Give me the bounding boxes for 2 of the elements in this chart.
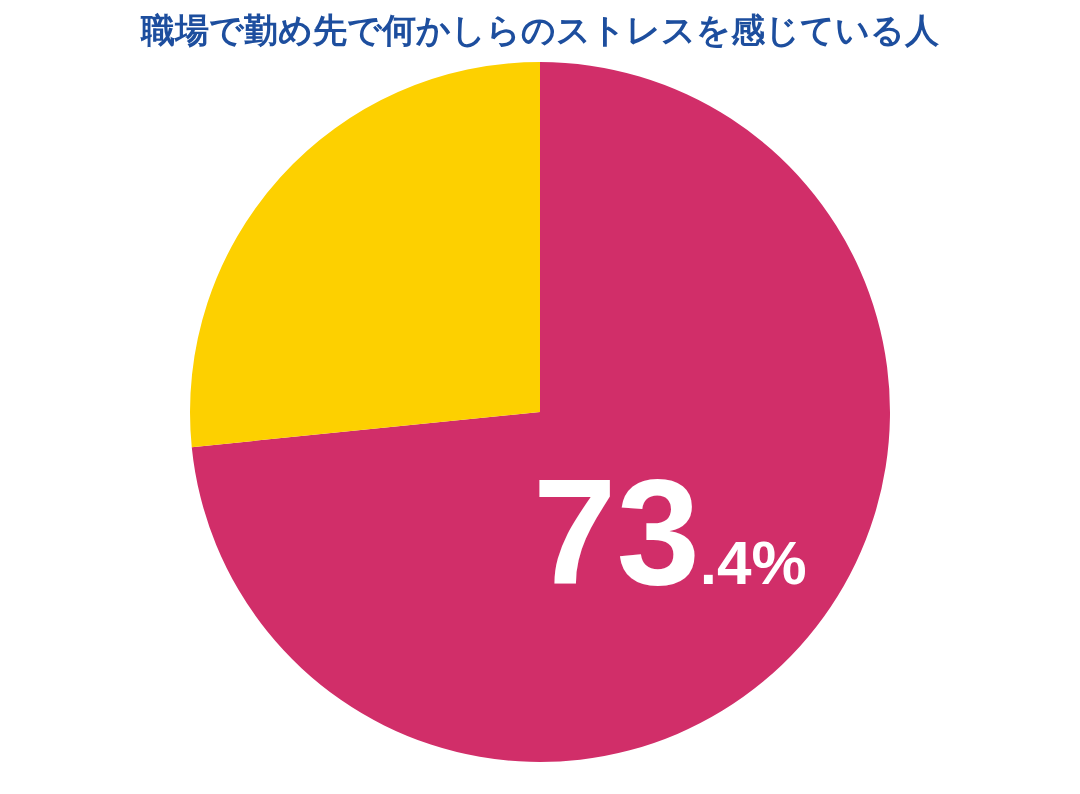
data-label: 73.4% (532, 448, 807, 617)
chart-title: 職場で勤め先で何かしらのストレスを感じている人 (139, 9, 940, 52)
